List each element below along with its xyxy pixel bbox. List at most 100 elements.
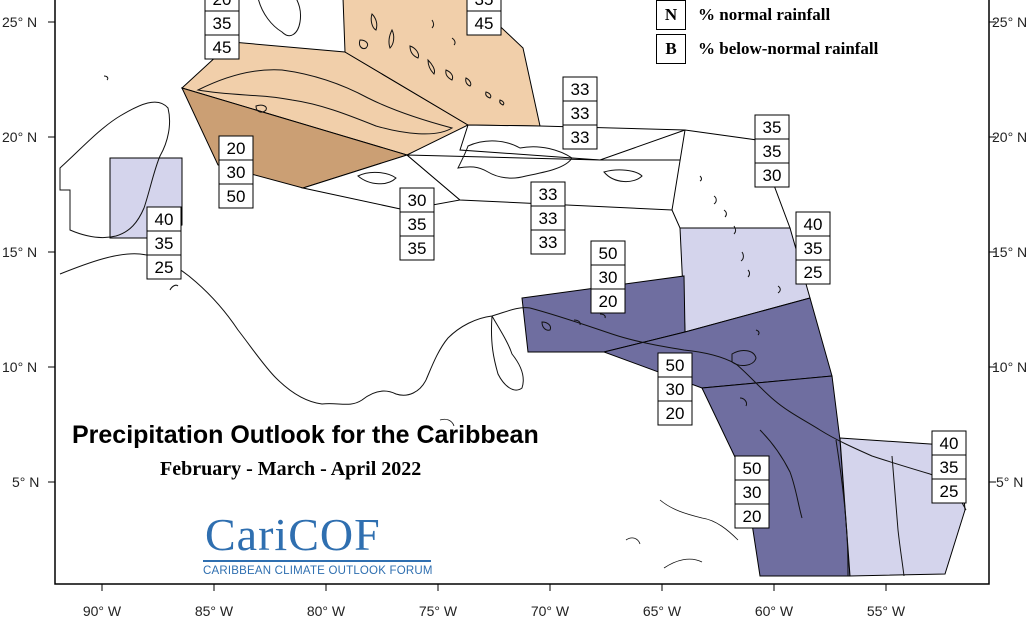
prob-box-bahamas: 35 45: [466, 0, 502, 36]
legend-normal: N % normal rainfall: [656, 0, 830, 32]
y-tick-label-right: 25° N: [992, 14, 1027, 30]
prob-value: 33: [539, 209, 558, 228]
prob-value: 30: [227, 163, 246, 182]
prob-box-suriname: 40 35 25: [931, 430, 967, 504]
y-tick-label: 5° N: [12, 474, 39, 490]
prob-box-turks-caicos: 33 33 33: [562, 76, 598, 150]
prob-value: 50: [666, 356, 685, 375]
legend-below: B % below-normal rainfall: [656, 32, 878, 66]
prob-value: 35: [763, 142, 782, 161]
prob-value: 35: [804, 239, 823, 258]
forecast-zones: [109, 0, 966, 577]
prob-cell: [399, 187, 435, 213]
prob-box-hispaniola: 33 33 33: [530, 181, 566, 255]
x-tick-label: 70° W: [531, 603, 570, 619]
legend-label-normal: % normal rainfall: [698, 5, 831, 24]
prob-value: 35: [475, 0, 494, 9]
y-tick-label-right: 10° N: [992, 359, 1027, 375]
prob-cell: [795, 235, 831, 261]
prob-cell: [734, 455, 770, 481]
y-tick-label-right: 15° N: [992, 244, 1027, 260]
prob-value: 33: [571, 128, 590, 147]
prob-value: 20: [227, 139, 246, 158]
prob-cell: [562, 100, 598, 126]
prob-box-guyana: 50 30 20: [734, 455, 770, 529]
prob-value: 35: [408, 239, 427, 258]
prob-value: 33: [539, 233, 558, 252]
prob-value: 30: [763, 166, 782, 185]
logo-wordmark: CariCOF: [205, 509, 381, 560]
prob-box-trinidad: 50 30 20: [657, 352, 693, 426]
y-tick-label: 20° N: [2, 129, 37, 145]
prob-cell: [754, 114, 790, 140]
prob-value: 25: [804, 263, 823, 282]
map-subtitle: February - March - April 2022: [160, 458, 422, 480]
prob-cell: [657, 352, 693, 378]
prob-value: 33: [539, 185, 558, 204]
prob-cell: [754, 138, 790, 164]
prob-cell: [466, 10, 502, 36]
logo-tagline: CARIBBEAN CLIMATE OUTLOOK FORUM: [203, 565, 433, 577]
prob-cell: [590, 264, 626, 290]
prob-value: 50: [743, 459, 762, 478]
prob-cell: [146, 254, 182, 280]
prob-value: 45: [213, 38, 232, 57]
prob-value: 20: [666, 404, 685, 423]
prob-cell: [218, 183, 254, 209]
prob-value: 50: [599, 244, 618, 263]
legend-label-below: % below-normal rainfall: [698, 39, 879, 58]
prob-value: 30: [408, 191, 427, 210]
prob-cell: [734, 503, 770, 529]
prob-box-abc-islands: 50 30 20: [590, 240, 626, 314]
prob-value: 30: [666, 380, 685, 399]
prob-value: 35: [213, 14, 232, 33]
prob-value: 20: [599, 292, 618, 311]
prob-cell: [590, 240, 626, 266]
prob-cell: [795, 259, 831, 285]
prob-cell: [399, 235, 435, 261]
x-tick-label: 55° W: [867, 603, 906, 619]
prob-value: 35: [408, 215, 427, 234]
prob-value: 50: [227, 187, 246, 206]
prob-value: 35: [155, 234, 174, 253]
prob-cell: [218, 159, 254, 185]
legend-key-below: B: [656, 34, 686, 64]
prob-value: 33: [571, 104, 590, 123]
y-tick-label: 10° N: [2, 359, 37, 375]
prob-cell: [931, 478, 967, 504]
prob-value: 40: [804, 215, 823, 234]
x-tick-label: 85° W: [195, 603, 234, 619]
probability-boxes: 4035252035453545203050333333303535333333…: [146, 0, 967, 529]
prob-cell: [530, 181, 566, 207]
prob-cell: [146, 230, 182, 256]
prob-cell: [590, 288, 626, 314]
x-tick-label: 90° W: [83, 603, 122, 619]
prob-cell: [204, 34, 240, 60]
legend-key-normal: N: [656, 0, 686, 30]
prob-box-jamaica: 30 35 35: [399, 187, 435, 261]
prob-cell: [530, 205, 566, 231]
y-tick-label-right: 20° N: [992, 129, 1027, 145]
prob-value: 40: [155, 210, 174, 229]
prob-value: 40: [940, 434, 959, 453]
prob-box-belize: 40 35 25: [146, 206, 182, 280]
prob-box-northwest-caribbean: 20 35 45: [204, 0, 240, 60]
prob-box-leeward-islands: 35 35 30: [754, 114, 790, 188]
prob-box-windward-islands: 40 35 25: [795, 211, 831, 285]
x-tick-label: 75° W: [419, 603, 458, 619]
prob-value: 20: [743, 507, 762, 526]
prob-cell: [657, 376, 693, 402]
prob-value: 20: [213, 0, 232, 9]
prob-cell: [530, 229, 566, 255]
prob-cell: [754, 162, 790, 188]
y-tick-label: 25° N: [2, 14, 37, 30]
prob-value: 45: [475, 14, 494, 33]
prob-cell: [795, 211, 831, 237]
prob-value: 25: [940, 482, 959, 501]
y-axis: 25° N 20° N 15° N 10° N 5° N 25° N 20° N…: [2, 14, 1027, 490]
y-tick-label: 15° N: [2, 244, 37, 260]
prob-cell: [562, 124, 598, 150]
prob-value: 30: [599, 268, 618, 287]
prob-value: 35: [940, 458, 959, 477]
